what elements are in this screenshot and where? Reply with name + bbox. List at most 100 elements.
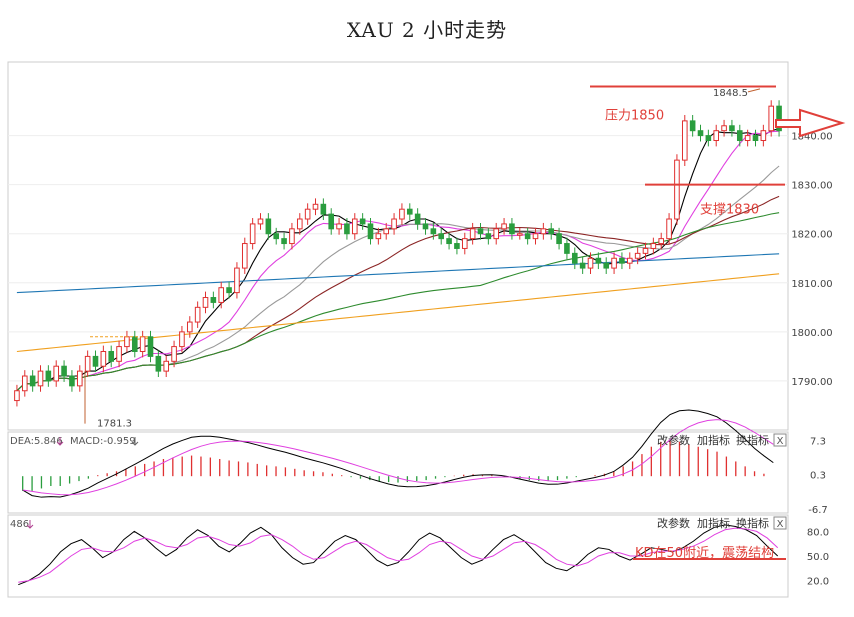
candle [729,125,735,132]
y-tick-label: 1840.00 [791,132,832,143]
chart-title: XAU 2 小时走势 [346,18,508,42]
candle [186,321,193,333]
candle [516,233,523,236]
macd-dif-line [22,409,774,498]
candle [234,267,240,294]
candle [202,297,209,308]
candle [53,365,60,382]
candle [642,247,649,254]
candle [477,228,484,235]
candle [108,350,115,362]
candle [320,203,327,215]
kd-panel-frame [7,514,789,598]
candle [760,130,767,142]
close-panel-icon: X [777,519,784,530]
candle [689,120,696,132]
candle [249,223,256,245]
candle [155,355,162,372]
candle [163,360,170,372]
candle [697,130,704,137]
candle [674,159,680,220]
candle [626,257,633,264]
candle [265,218,272,235]
y-tick-label: 1790.00 [791,377,832,388]
down-arrow-icon [56,437,64,446]
change-params-button: 改参数 [657,433,690,447]
candle [564,243,570,254]
candle [681,120,688,161]
candle [634,252,641,259]
candle [414,213,421,225]
candle [289,228,295,245]
kd-label: 486 [10,519,29,530]
candle [61,365,67,377]
close-panel-button[interactable] [773,516,787,530]
candle [37,370,44,387]
y-tick-label: 1830.00 [791,181,832,192]
candle [179,331,185,348]
close-panel-button[interactable] [773,433,787,447]
macd-y-tick: 7.3 [810,436,826,447]
candle [367,223,374,240]
candle [721,125,727,132]
candle [406,208,413,215]
candle [29,375,36,387]
candle [139,336,146,352]
candle [705,135,712,142]
candle [430,228,437,235]
macd-dea-label: DEA:5.846 [10,436,63,447]
main-panel-frame [7,61,789,431]
macd-y-tick: 0.3 [810,471,826,482]
candle [257,218,264,225]
candle [776,105,782,132]
candle [713,130,720,142]
candle [281,238,287,245]
y-tick-label: 1810.00 [791,279,832,290]
candle [226,287,232,294]
candle [736,130,743,142]
candle [658,238,665,245]
candle [351,218,358,235]
change-params-button: 改参数 [657,516,690,530]
macd-dea-line [22,419,774,496]
candle [76,370,83,387]
candle [131,336,138,352]
candle [666,218,672,240]
y-tick-label: 1800.00 [791,328,832,339]
kd-y-tick: 50.0 [807,552,829,563]
add-indicator-button: 加指标 [697,516,730,530]
candle [218,287,225,303]
candle [493,228,500,240]
candle [485,233,492,240]
candle [603,262,610,269]
candle [92,355,99,367]
kd-y-tick: 80.0 [807,527,829,538]
candle [532,233,539,240]
down-arrow-icon [131,437,139,446]
right-arrow-icon [775,108,846,138]
macd-panel-frame [7,431,789,514]
candle [124,336,130,348]
candle [312,203,319,210]
resistance-label: 压力1850 [605,109,664,124]
candle [84,355,91,372]
candle [336,223,342,230]
candle [328,213,335,230]
macd-y-tick: -6.7 [808,505,828,516]
candle [540,228,547,235]
candle [548,228,555,235]
kd-d-line [18,527,779,583]
candle [116,346,122,362]
high-value-label: 1848.5 [713,88,748,99]
candle [587,257,594,269]
candle [391,218,397,230]
candle [21,375,28,392]
ma10-line [16,130,780,392]
kd-annotation-label: KD在50附近，震荡结构 [635,546,774,561]
candle [768,105,775,132]
candle [171,346,177,362]
candle [375,233,382,240]
candle [595,257,602,264]
kd-y-tick: 20.0 [807,577,829,588]
candle [399,208,405,220]
